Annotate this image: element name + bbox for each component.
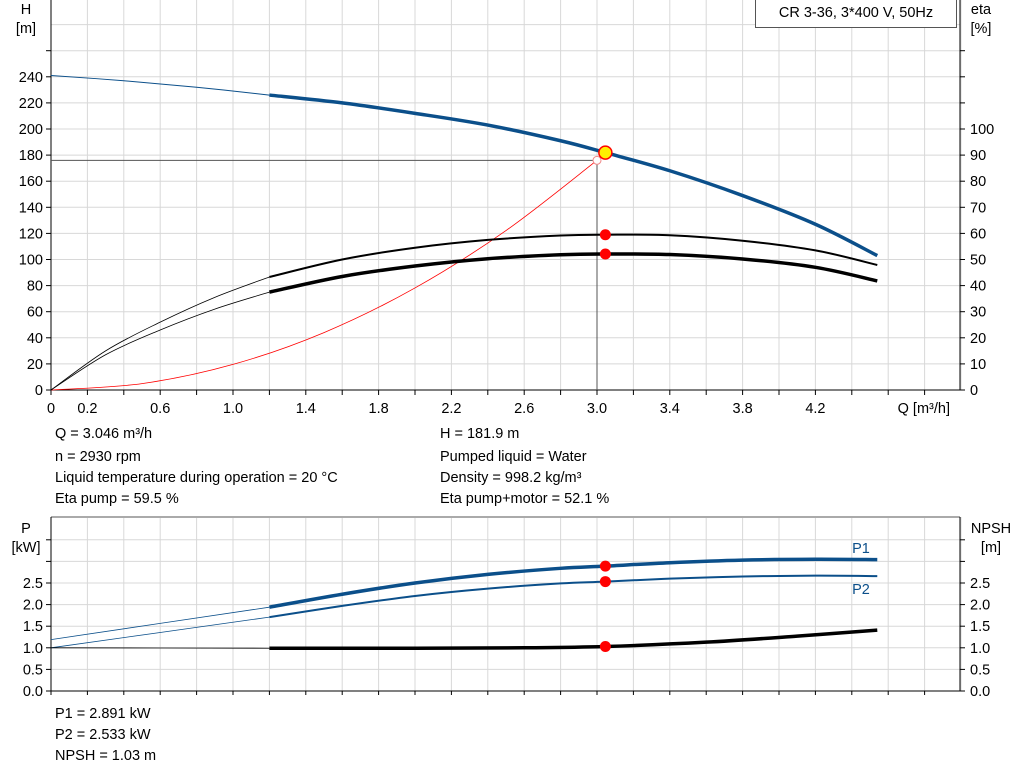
y-tick-label: 100 — [19, 253, 43, 269]
x-tick-label: 3.4 — [660, 401, 680, 417]
y-right-tick-label: 10 — [970, 357, 986, 373]
npsh-axis-unit: [m] — [981, 540, 1001, 556]
y-tick-label: 200 — [19, 122, 43, 138]
p2-label: P2 — [852, 582, 870, 598]
p-axis-label: P — [21, 521, 31, 537]
p-tick-label: 2.5 — [23, 576, 43, 592]
info-q: Q = 3.046 m³/h — [55, 426, 153, 442]
x-tick-label: 1.4 — [296, 401, 316, 417]
x-tick-label: 1.0 — [223, 401, 243, 417]
x-tick-label: 0 — [47, 401, 55, 417]
eta-pump-motor-curve — [269, 252, 878, 294]
eta-pump-motor-curve-extrapolated — [50, 291, 270, 391]
y-right-tick-label: 0 — [970, 383, 978, 399]
info-p2: P2 = 2.533 kW — [55, 727, 151, 743]
eta-pump-motor-marker — [599, 248, 611, 260]
info-eta-pump-motor: Eta pump+motor = 52.1 % — [440, 491, 610, 507]
pump-title: CR 3-36, 3*400 V, 50Hz — [755, 0, 957, 28]
y-tick-label: 20 — [27, 357, 43, 373]
npsh-tick-label: 2.5 — [970, 576, 990, 592]
p2-marker — [599, 576, 611, 588]
y-tick-label: 40 — [27, 331, 43, 347]
info-density: Density = 998.2 kg/m³ — [440, 470, 582, 486]
x-tick-label: 0.2 — [77, 401, 97, 417]
p-tick-label: 2.0 — [23, 598, 43, 614]
npsh-axis-label: NPSH — [971, 521, 1011, 537]
p2-curve — [269, 574, 878, 619]
x-axis-label: Q [m³/h] — [898, 401, 950, 417]
npsh-tick-label: 0.5 — [970, 662, 990, 678]
x-tick-label: 2.6 — [514, 401, 534, 417]
x-tick-label: 2.2 — [441, 401, 461, 417]
info-temp: Liquid temperature during operation = 20… — [55, 470, 338, 486]
y-tick-label: 140 — [19, 200, 43, 216]
eta-pump-curve-extrapolated — [50, 276, 270, 391]
info-n: n = 2930 rpm — [55, 449, 141, 465]
y-right-axis-unit: [%] — [971, 21, 992, 37]
setpoint-marker — [592, 155, 602, 165]
eta-pump-marker — [599, 229, 611, 241]
npsh-curve — [269, 628, 878, 651]
p-axis-unit: [kW] — [12, 540, 41, 556]
p1-marker — [599, 560, 611, 572]
y-right-tick-label: 90 — [970, 148, 986, 164]
duty-point-marker — [598, 145, 613, 160]
npsh-tick-label: 1.0 — [970, 641, 990, 657]
y-right-tick-label: 20 — [970, 331, 986, 347]
info-npsh: NPSH = 1.03 m — [55, 748, 157, 764]
p2-curve-extrapolated — [50, 616, 270, 649]
p-tick-label: 1.0 — [23, 641, 43, 657]
p1-label: P1 — [852, 541, 870, 557]
y-right-tick-label: 70 — [970, 200, 986, 216]
x-tick-label: 3.0 — [587, 401, 607, 417]
y-axis-unit: [m] — [16, 21, 36, 37]
p-tick-label: 0.0 — [23, 684, 43, 700]
y-right-axis-label: eta — [971, 2, 992, 18]
info-liquid: Pumped liquid = Water — [440, 449, 587, 465]
y-tick-label: 240 — [19, 70, 43, 86]
info-p1: P1 = 2.891 kW — [55, 706, 151, 722]
system-curve — [50, 160, 598, 391]
head-curve-extrapolated — [50, 74, 270, 96]
npsh-tick-label: 0.0 — [970, 684, 990, 700]
y-axis-label: H — [21, 2, 31, 18]
p-tick-label: 1.5 — [23, 619, 43, 635]
y-right-tick-label: 80 — [970, 174, 986, 190]
npsh-tick-label: 2.0 — [970, 598, 990, 614]
npsh-tick-label: 1.5 — [970, 619, 990, 635]
p-tick-label: 0.5 — [23, 662, 43, 678]
y-tick-label: 180 — [19, 148, 43, 164]
y-right-tick-label: 100 — [970, 122, 994, 138]
y-tick-label: 120 — [19, 226, 43, 242]
p1-curve — [269, 557, 878, 609]
x-tick-label: 4.2 — [805, 401, 825, 417]
eta-pump-curve — [269, 233, 878, 278]
y-tick-label: 60 — [27, 305, 43, 321]
p1-curve-extrapolated — [50, 606, 270, 640]
y-tick-label: 220 — [19, 96, 43, 112]
y-tick-label: 160 — [19, 174, 43, 190]
info-h: H = 181.9 m — [440, 426, 520, 442]
x-tick-label: 3.8 — [733, 401, 753, 417]
head-curve — [269, 93, 879, 258]
y-right-tick-label: 30 — [970, 305, 986, 321]
y-tick-label: 0 — [35, 383, 43, 399]
npsh-marker — [599, 641, 611, 653]
x-tick-label: 1.8 — [369, 401, 389, 417]
y-right-tick-label: 60 — [970, 226, 986, 242]
y-right-tick-label: 50 — [970, 253, 986, 269]
info-eta-pump: Eta pump = 59.5 % — [55, 491, 179, 507]
y-right-tick-label: 40 — [970, 279, 986, 295]
x-tick-label: 0.6 — [150, 401, 170, 417]
y-tick-label: 80 — [27, 279, 43, 295]
